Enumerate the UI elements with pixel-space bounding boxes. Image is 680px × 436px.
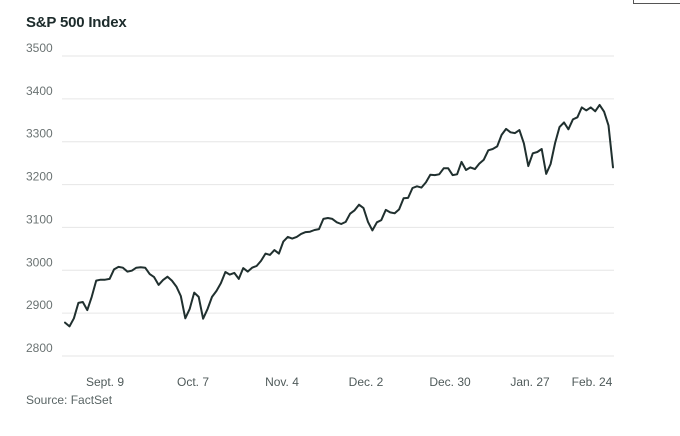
chart-source: Source: FactSet xyxy=(26,393,113,407)
y-tick-label: 2800 xyxy=(26,341,53,355)
y-tick-label: 3000 xyxy=(26,255,53,269)
series-line xyxy=(64,103,614,328)
x-tick-label: Nov. 4 xyxy=(265,375,299,389)
y-tick-label: 3400 xyxy=(26,84,53,98)
x-tick-label: Oct. 7 xyxy=(177,375,209,389)
y-tick-label: 3500 xyxy=(26,41,53,55)
x-tick-label: Feb. 24 xyxy=(572,375,613,389)
x-tick-label: Dec. 2 xyxy=(349,375,384,389)
chart-title: S&P 500 Index xyxy=(26,14,127,31)
y-tick-label: 3200 xyxy=(26,170,53,184)
corner-frame xyxy=(633,0,680,4)
y-tick-label: 3300 xyxy=(26,127,53,141)
x-tick-label: Sept. 9 xyxy=(86,375,124,389)
y-tick-label: 3100 xyxy=(26,212,53,226)
x-tick-label: Jan. 27 xyxy=(510,375,550,389)
x-tick-label: Dec. 30 xyxy=(429,375,471,389)
y-tick-label: 2900 xyxy=(26,298,53,312)
